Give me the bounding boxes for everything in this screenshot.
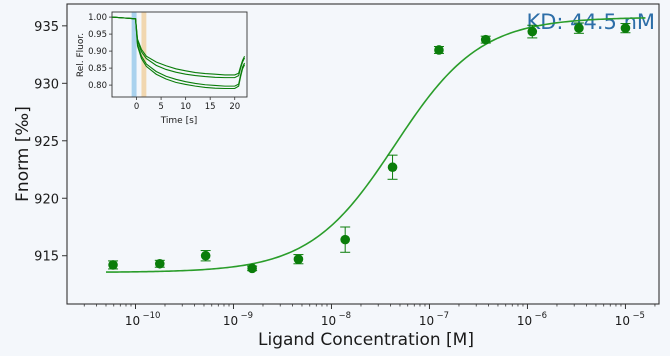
data-point [434,45,444,55]
x-tick-exponent: −10 [142,311,160,321]
y-tick-label: 935 [34,20,59,35]
x-tick-exponent: −6 [534,311,547,321]
y-axis-label: Fnorm [‰] [13,106,33,202]
data-point [154,258,165,269]
inset-x-tick-label: 10 [180,102,191,112]
inset-trace-line [111,16,246,76]
inset-panel: 0 5 10 15 20 0.80 0.85 0.90 0.95 1.00 Time [s] Re… [76,11,248,126]
data-point [108,260,118,270]
inset-y-axis-label: Rel. Fluor. [76,33,86,77]
inset-y-tick-label: 0.85 [88,64,107,74]
x-tick-label: 10 [419,314,434,328]
x-tick-label: 10 [615,314,630,328]
inset-trace-line [111,16,246,79]
data-point [480,34,491,45]
inset-trace-line [111,16,246,90]
inset-y-tick-label: 0.80 [88,81,107,91]
inset-y-tick-label: 0.95 [88,30,107,40]
inset-x-tick-label: 15 [205,102,216,112]
data-point [527,26,538,37]
x-tick-label: 10 [223,314,238,328]
x-tick-label: 10 [517,314,532,328]
inset-y-tick-label: 0.90 [88,47,107,57]
y-tick-label: 920 [34,192,59,207]
x-tick-exponent: −7 [436,311,449,321]
inset-y-tick-label: 1.00 [88,13,107,23]
x-tick-exponent: −8 [338,311,351,321]
inset-plot-layer: 0 5 10 15 20 0.80 0.85 0.90 0.95 1.00 [88,12,246,112]
x-tick-label: 10 [321,314,336,328]
inset-x-axis-label: Time [s] [160,116,198,126]
inset-x-tick-label: 0 [134,102,139,112]
data-point [340,234,350,245]
fit-curve [105,17,646,273]
data-point [247,263,257,274]
x-axis-label: Ligand Concentration [M] [258,330,474,350]
data-point [620,23,631,33]
data-point [293,254,304,264]
data-point [574,23,584,33]
inset-x-tick-label: 5 [158,102,163,112]
kd-annotation: KD: 44.5 nM [526,10,655,34]
data-point [200,250,211,261]
y-tick-label: 925 [34,135,59,150]
y-tick-label: 915 [34,250,59,265]
inset-highlight-region [131,12,137,97]
x-tick-label: 10 [125,314,140,328]
inset-x-tick-label: 20 [229,102,240,112]
data-point [387,162,398,173]
x-tick-exponent: −9 [240,311,253,321]
x-tick-exponent: −5 [632,311,645,321]
y-tick-label: 930 [34,77,59,92]
